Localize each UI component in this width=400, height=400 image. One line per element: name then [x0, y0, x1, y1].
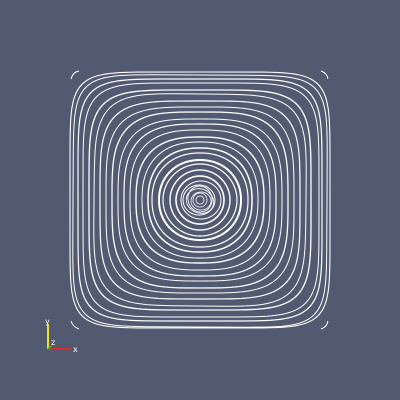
streamline	[82, 82, 320, 318]
streamline	[141, 141, 259, 259]
streamline	[158, 159, 242, 241]
streamline-group	[69, 70, 331, 330]
streamline	[88, 89, 312, 311]
streamline	[192, 192, 208, 208]
streamline	[105, 106, 295, 294]
streamline	[117, 118, 283, 282]
streamline	[169, 169, 231, 231]
x-axis-label: x	[73, 345, 78, 354]
streamline	[72, 74, 328, 328]
streamline-fragment	[320, 70, 329, 80]
streamline-fragment	[70, 70, 80, 80]
orientation-axes-widget: x y z	[45, 318, 78, 354]
streamline	[147, 147, 253, 253]
streamline	[182, 184, 216, 216]
streamline	[123, 123, 277, 277]
streamline-fragment	[70, 320, 80, 330]
streamline	[111, 111, 289, 289]
streamline	[69, 71, 331, 329]
streamline	[162, 163, 238, 237]
streamline	[190, 191, 212, 211]
z-axis-line	[47, 345, 52, 350]
y-axis-label: y	[45, 318, 50, 326]
streamline-fragment	[320, 320, 329, 330]
streamline	[185, 188, 215, 214]
streamline	[180, 180, 222, 220]
streamline	[99, 100, 301, 300]
streamline	[195, 195, 205, 205]
streamline	[93, 93, 307, 307]
streamline	[187, 185, 213, 213]
streamline	[175, 175, 225, 225]
z-axis-label: z	[51, 338, 55, 347]
streamline	[129, 129, 271, 271]
streamline	[77, 78, 323, 322]
streamline	[151, 152, 249, 248]
streamline	[135, 136, 265, 264]
